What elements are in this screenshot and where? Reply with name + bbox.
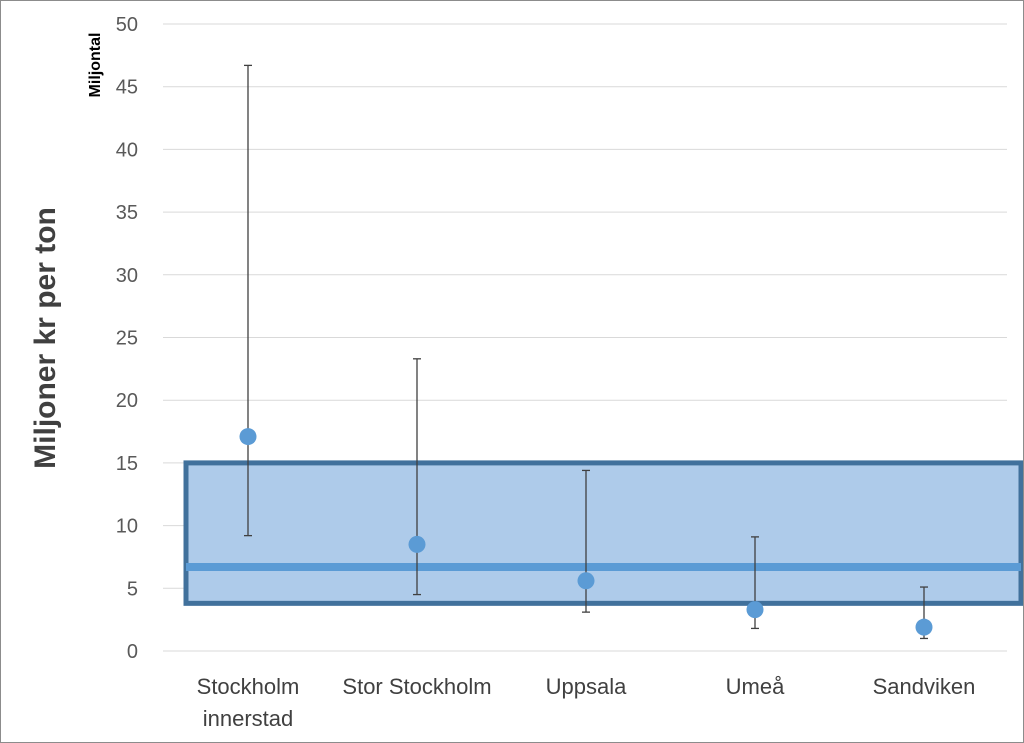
x-category-label: Stor Stockholm — [342, 674, 491, 699]
data-points — [239, 428, 933, 636]
x-category-label: Uppsala — [546, 674, 627, 699]
data-point — [408, 535, 426, 553]
data-point — [577, 572, 595, 590]
data-point — [915, 618, 933, 636]
y-tick-label: 45 — [116, 77, 138, 99]
y-tick-label: 35 — [116, 202, 138, 224]
reference-band — [183, 460, 1023, 606]
y-axis-label: Miljoner kr per ton — [29, 207, 62, 469]
y-tick-label: 10 — [116, 516, 138, 538]
x-category-label: Stockholm — [197, 674, 300, 699]
y-tick-label: 25 — [116, 328, 138, 350]
reference-band-group — [183, 460, 1023, 606]
data-point — [746, 601, 764, 619]
y-tick-label: 15 — [116, 453, 138, 475]
y-tick-label: 50 — [116, 14, 138, 36]
unit-label: Miljontal — [87, 33, 104, 98]
x-category-label: Umeå — [726, 674, 785, 699]
y-tick-label: 20 — [116, 390, 138, 412]
y-tick-label: 40 — [116, 139, 138, 161]
y-tick-label: 0 — [127, 641, 138, 663]
x-category-labels: Stockholm innerstad Stor Stockholm Uppsala U… — [197, 674, 976, 731]
y-tick-labels: 0 5 10 15 20 25 30 35 40 45 50 — [116, 14, 138, 663]
x-category-label: innerstad — [203, 706, 294, 731]
x-category-label: Sandviken — [873, 674, 976, 699]
data-point — [239, 428, 257, 446]
y-tick-label: 5 — [127, 578, 138, 600]
y-tick-label: 30 — [116, 265, 138, 287]
